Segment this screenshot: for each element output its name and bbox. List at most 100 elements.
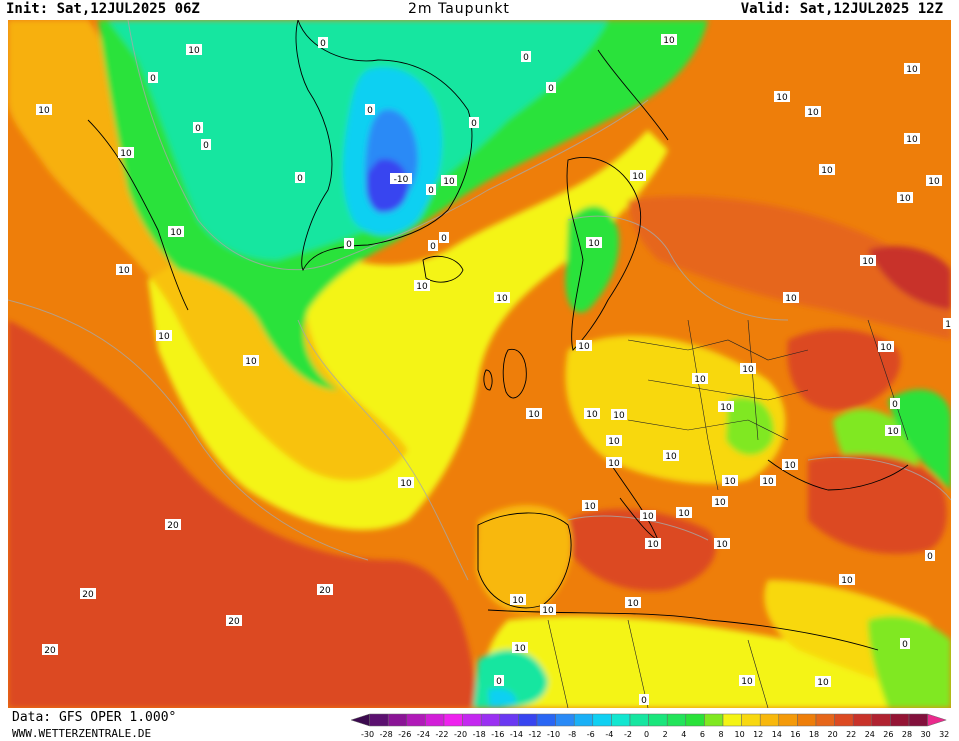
contour-label-text: 0 (523, 53, 529, 63)
contour-label-text: 10 (741, 677, 753, 687)
contour-label-text: 10 (714, 498, 726, 508)
contour-label-text: 0 (203, 141, 209, 151)
contour-label-text: 10 (928, 177, 940, 187)
contour-label: 10 (512, 642, 528, 654)
contour-label-text: 10 (496, 294, 508, 304)
contour-label: 10 (897, 192, 913, 204)
colorbar-tick-label: 12 (753, 730, 763, 739)
contour-label: 10 (943, 318, 951, 330)
contour-label: 10 (815, 676, 831, 688)
contour-label: 20 (165, 519, 181, 531)
colorbar-swatch (648, 713, 668, 727)
colorbar-swatch (518, 713, 538, 727)
colorbar-swatch (499, 713, 519, 727)
contour-label: 10 (819, 164, 835, 176)
contour-label-text: -10 (394, 175, 409, 185)
colorbar-tick-label: -14 (510, 730, 523, 739)
contour-label: 0 (344, 238, 354, 250)
contour-label: 10 (926, 175, 942, 187)
contour-label-text: 0 (320, 39, 326, 49)
contour-label: 20 (317, 584, 333, 596)
contour-label: 10 (692, 373, 708, 385)
colorbar-swatch (666, 713, 687, 727)
contour-label-text: 10 (120, 149, 132, 159)
colorbar-swatch (815, 713, 835, 727)
contour-label-text: 10 (514, 644, 526, 654)
contour-label-text: 20 (44, 646, 56, 656)
colorbar-tick-label: -24 (417, 730, 430, 739)
contour-label: 10 (904, 63, 920, 75)
colorbar-swatch (722, 713, 742, 727)
colorbar-tick-label: 24 (865, 730, 875, 739)
colorbar-swatch (425, 713, 445, 727)
contour-label: 10 (740, 363, 756, 375)
contour-label-text: 10 (742, 365, 754, 375)
contour-label-text: 10 (720, 403, 732, 413)
contour-label: 10 (860, 255, 876, 267)
colorbar-swatch (462, 713, 482, 727)
contour-label: 10 (156, 330, 172, 342)
contour-label-text: 10 (678, 509, 690, 519)
contour-label-text: 10 (512, 596, 524, 606)
colorbar-tick-label: 28 (902, 730, 912, 739)
colorbar-tick-label: -22 (435, 730, 448, 739)
colorbar-tick-label: 8 (718, 730, 723, 739)
map-footer: Data: GFS OPER 1.000° WWW.WETTERZENTRALE… (0, 708, 959, 741)
contour-label-text: 0 (428, 186, 434, 196)
contour-label: 10 (640, 510, 656, 522)
contour-label-text: 10 (817, 678, 829, 688)
contour-label-text: 10 (632, 172, 644, 182)
contour-label: 10 (783, 292, 799, 304)
colorbar-tick-label: 10 (735, 730, 745, 739)
contour-label-text: 10 (38, 106, 50, 116)
colorbar-swatch (927, 713, 948, 727)
colorbar-swatch (908, 713, 928, 727)
colorbar-tick-label: -20 (454, 730, 467, 739)
colorbar-tick-label: 26 (883, 730, 893, 739)
colorbar-tick-label: 32 (939, 730, 949, 739)
contour-label: 10 (118, 147, 134, 159)
contour-label: 0 (925, 550, 935, 562)
colorbar-swatch (369, 713, 389, 727)
colorbar-swatch (852, 713, 873, 727)
contour-label-text: 10 (821, 166, 833, 176)
colorbar-tick-label: -30 (361, 730, 374, 739)
contour-label: 0 (521, 51, 531, 63)
colorbar-swatch (778, 713, 798, 727)
contour-label: 10 (510, 594, 526, 606)
colorbar-tick-label: -6 (587, 730, 595, 739)
contour-label-text: 0 (471, 119, 477, 129)
contour-label-text: 10 (608, 437, 620, 447)
colorbar-swatch (592, 713, 612, 727)
contour-label-text: 10 (785, 294, 797, 304)
contour-label: 0 (639, 694, 649, 706)
colorbar-tick-label: -8 (568, 730, 576, 739)
contour-label: 10 (116, 264, 132, 276)
contour-label-text: 10 (776, 93, 788, 103)
contour-label: 10 (168, 226, 184, 238)
contour-label: 10 (904, 133, 920, 145)
contour-label-text: 10 (443, 177, 455, 187)
colorbar-swatch (685, 713, 705, 727)
contour-label: 10 (885, 425, 901, 437)
contour-label: 0 (494, 675, 504, 687)
contour-label-text: 0 (892, 400, 898, 410)
contour-label: 10 (36, 104, 52, 116)
contour-label-text: 10 (416, 282, 428, 292)
contour-label-text: 10 (627, 599, 639, 609)
contour-label-text: 20 (228, 617, 240, 627)
colorbar-swatch (704, 713, 724, 727)
contour-label-text: 10 (887, 427, 899, 437)
colorbar-swatch (890, 713, 910, 727)
contour-label-text: 10 (694, 375, 706, 385)
colorbar-swatch (797, 713, 817, 727)
contour-label-text: 10 (188, 46, 200, 56)
contour-label-text: 10 (665, 452, 677, 462)
contour-label-text: 10 (642, 512, 654, 522)
colorbar-swatch (573, 713, 594, 727)
contour-label: 10 (774, 91, 790, 103)
colorbar-tick-label: -26 (398, 730, 411, 739)
country-borders (547, 319, 909, 708)
contour-label: 10 (606, 435, 622, 447)
contour-label: 10 (722, 475, 738, 487)
